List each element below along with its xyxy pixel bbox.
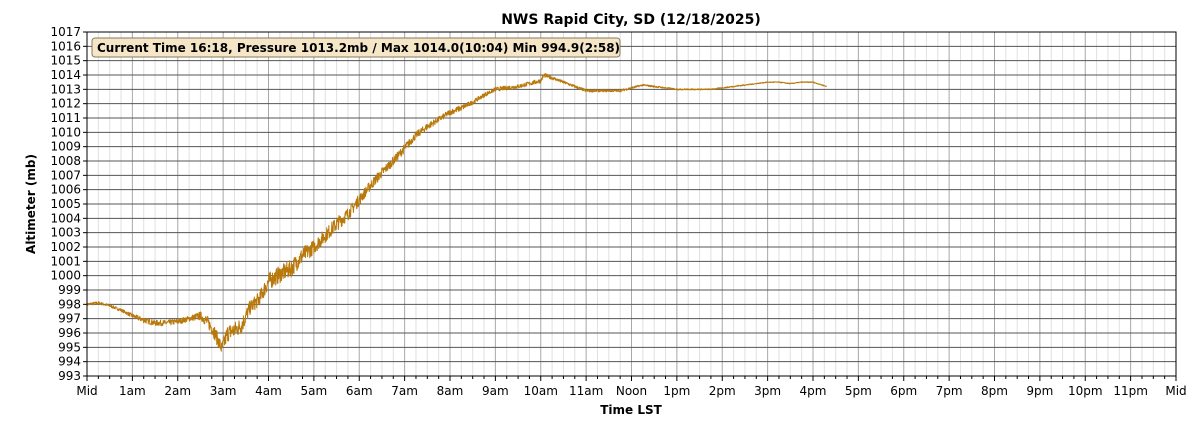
y-tick-label: 995 bbox=[58, 340, 81, 354]
y-tick-label: 1005 bbox=[50, 197, 81, 211]
y-tick-label: 1014 bbox=[50, 68, 81, 82]
x-tick-label: 3pm bbox=[754, 384, 781, 398]
y-tick-label: 1000 bbox=[50, 269, 81, 283]
y-tick-label: 997 bbox=[58, 312, 81, 326]
x-tick-label: 5pm bbox=[845, 384, 872, 398]
x-tick-label: Noon bbox=[616, 384, 647, 398]
y-tick-label: 1007 bbox=[50, 168, 81, 182]
y-tick-label: 1004 bbox=[50, 211, 81, 225]
x-tick-label: 4pm bbox=[800, 384, 827, 398]
y-tick-label: 996 bbox=[58, 326, 81, 340]
y-tick-label: 999 bbox=[58, 283, 81, 297]
x-tick-label: 10pm bbox=[1068, 384, 1103, 398]
annotation-text: Current Time 16:18, Pressure 1013.2mb / … bbox=[97, 41, 620, 55]
x-tick-label: 5am bbox=[301, 384, 328, 398]
y-tick-label: 1017 bbox=[50, 25, 81, 39]
x-tick-label: 9am bbox=[482, 384, 509, 398]
y-tick-label: 1002 bbox=[50, 240, 81, 254]
y-tick-label: 993 bbox=[58, 369, 81, 383]
x-tick-label: Mid bbox=[76, 384, 97, 398]
y-tick-label: 1011 bbox=[50, 111, 81, 125]
y-tick-label: 1008 bbox=[50, 154, 81, 168]
x-tick-label: 10am bbox=[524, 384, 558, 398]
y-tick-label: 998 bbox=[58, 297, 81, 311]
y-axis-ticks: 9939949959969979989991000100110021003100… bbox=[50, 25, 87, 383]
y-tick-label: 1016 bbox=[50, 39, 81, 53]
y-axis-label: Altimeter (mb) bbox=[24, 154, 38, 254]
x-tick-label: 2am bbox=[164, 384, 191, 398]
annotation-box bbox=[91, 37, 621, 58]
y-tick-label: 1010 bbox=[50, 125, 81, 139]
x-tick-label: 11am bbox=[569, 384, 603, 398]
y-tick-label: 1009 bbox=[50, 140, 81, 154]
x-tick-label: 11pm bbox=[1113, 384, 1148, 398]
x-tick-label: 6pm bbox=[890, 384, 917, 398]
x-tick-label: Mid bbox=[1165, 384, 1186, 398]
y-tick-label: 994 bbox=[58, 355, 81, 369]
x-tick-label: 8am bbox=[437, 384, 464, 398]
grid-major bbox=[86, 31, 1177, 377]
x-tick-label: 4am bbox=[255, 384, 282, 398]
x-tick-label: 1pm bbox=[663, 384, 690, 398]
x-tick-label: 9pm bbox=[1026, 384, 1053, 398]
y-tick-label: 1012 bbox=[50, 97, 81, 111]
y-tick-label: 1015 bbox=[50, 54, 81, 68]
y-tick-label: 1013 bbox=[50, 82, 81, 96]
y-tick-label: 1006 bbox=[50, 183, 81, 197]
x-tick-label: 1am bbox=[119, 384, 146, 398]
x-tick-label: 2pm bbox=[709, 384, 736, 398]
pressure-series-line bbox=[86, 73, 828, 352]
x-axis-label: Time LST bbox=[600, 403, 662, 417]
x-tick-label: 7am bbox=[391, 384, 418, 398]
x-tick-label: 6am bbox=[346, 384, 373, 398]
chart-title: NWS Rapid City, SD (12/18/2025) bbox=[501, 12, 761, 28]
x-tick-label: 3am bbox=[210, 384, 237, 398]
x-axis-ticks: Mid 1am 2am 3am 4am 5am 6am 7am 8am 9am 10am 11am No… bbox=[76, 376, 1187, 398]
x-tick-label: 8pm bbox=[981, 384, 1008, 398]
y-tick-label: 1001 bbox=[50, 254, 81, 268]
x-tick-label: 7pm bbox=[936, 384, 963, 398]
y-tick-label: 1003 bbox=[50, 226, 81, 240]
